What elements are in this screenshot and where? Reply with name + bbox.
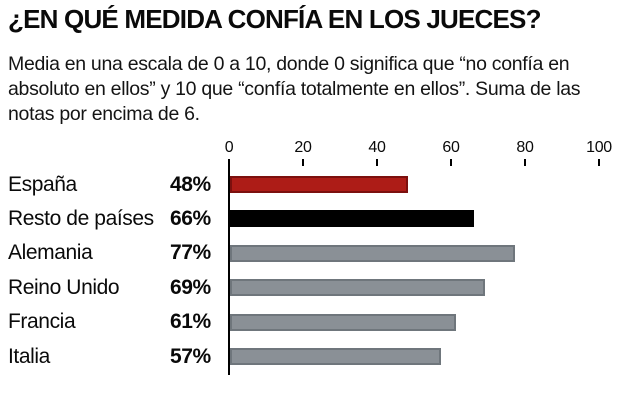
category-label: Reino Unido — [8, 275, 120, 299]
x-axis-tick-label: 0 — [224, 139, 234, 156]
bar-italia — [230, 348, 441, 365]
x-axis-tick-mark — [450, 159, 452, 166]
value-label: 48% — [170, 172, 211, 196]
value-label: 77% — [170, 241, 211, 265]
x-axis-tick-mark — [524, 159, 526, 166]
category-label: Resto de países — [8, 206, 154, 230]
value-label: 69% — [170, 275, 211, 299]
category-label: Francia — [8, 310, 76, 334]
bar-francia — [230, 313, 456, 331]
chart-title: ¿EN QUÉ MEDIDA CONFÍA EN LOS JUECES? — [8, 4, 541, 34]
x-axis-tick-label: 40 — [368, 139, 386, 156]
x-axis-tick-label: 100 — [586, 139, 612, 156]
category-label: España — [8, 172, 77, 196]
value-label: 66% — [170, 206, 211, 230]
x-axis-tick-label: 60 — [442, 139, 460, 156]
x-axis-tick-label: 20 — [294, 139, 312, 156]
value-label: 57% — [170, 344, 211, 368]
x-axis-tick-mark — [302, 159, 304, 166]
chart-subtitle: Media en una escala de 0 a 10, donde 0 s… — [8, 53, 581, 125]
x-axis-tick-label: 80 — [516, 139, 534, 156]
category-label: Alemania — [8, 241, 93, 265]
x-axis-tick-mark — [228, 159, 230, 166]
x-axis-tick-mark — [376, 159, 378, 166]
value-label: 61% — [170, 310, 211, 334]
x-axis-tick-mark — [598, 159, 600, 166]
y-axis-line — [228, 162, 230, 375]
bar-alemania — [230, 244, 515, 262]
bar-resto-de-países — [230, 210, 475, 228]
bar-reino-unido — [230, 279, 486, 297]
category-label: Italia — [8, 344, 50, 368]
bar-españa — [230, 176, 408, 193]
